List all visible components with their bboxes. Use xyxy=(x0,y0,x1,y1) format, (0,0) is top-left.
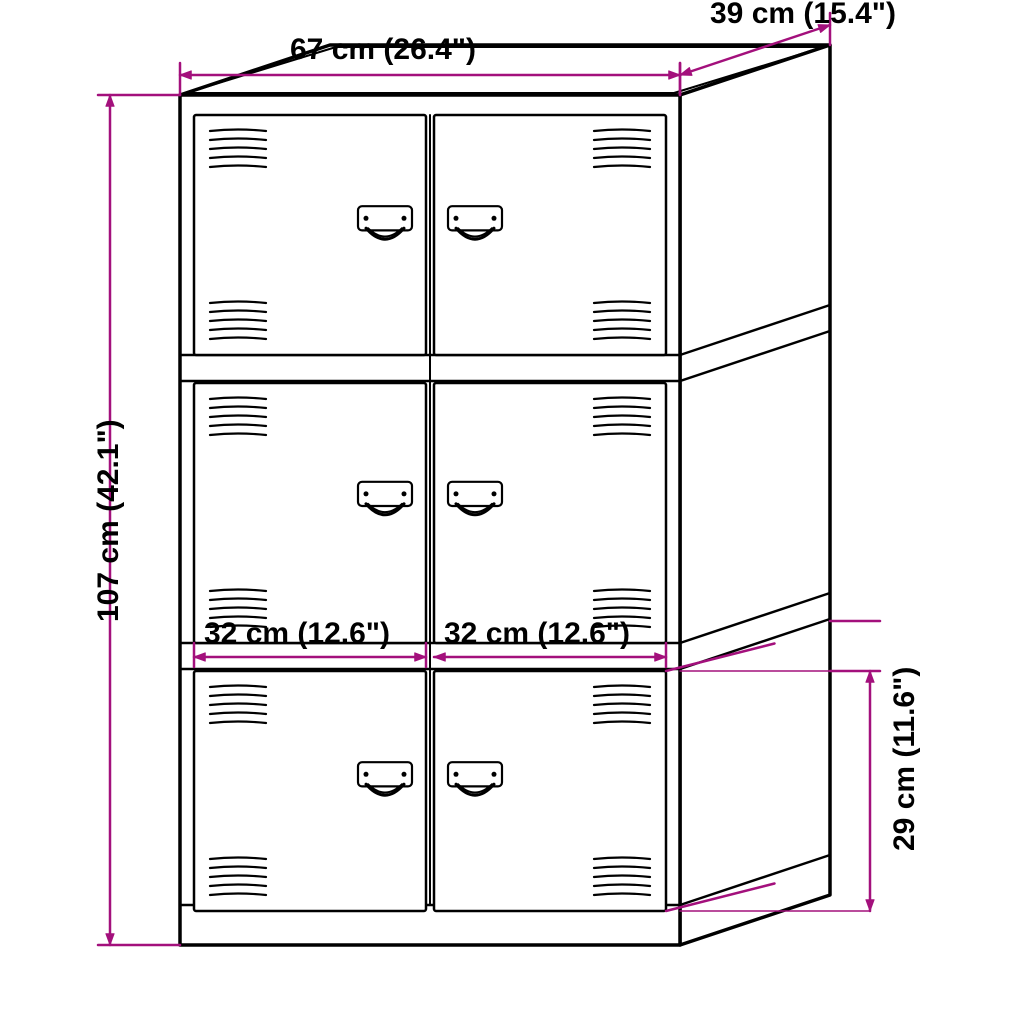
dim-label-depth: 39 cm (15.4") xyxy=(710,0,896,31)
dim-label-door-height: 29 cm (11.6") xyxy=(888,667,922,851)
dim-label-door-right: 32 cm (12.6") xyxy=(444,617,630,651)
dim-label-width: 67 cm (26.4") xyxy=(290,33,476,67)
technical-drawing xyxy=(0,0,1024,1024)
dim-label-door-left: 32 cm (12.6") xyxy=(204,617,390,651)
dim-label-height: 107 cm (42.1") xyxy=(92,419,126,622)
